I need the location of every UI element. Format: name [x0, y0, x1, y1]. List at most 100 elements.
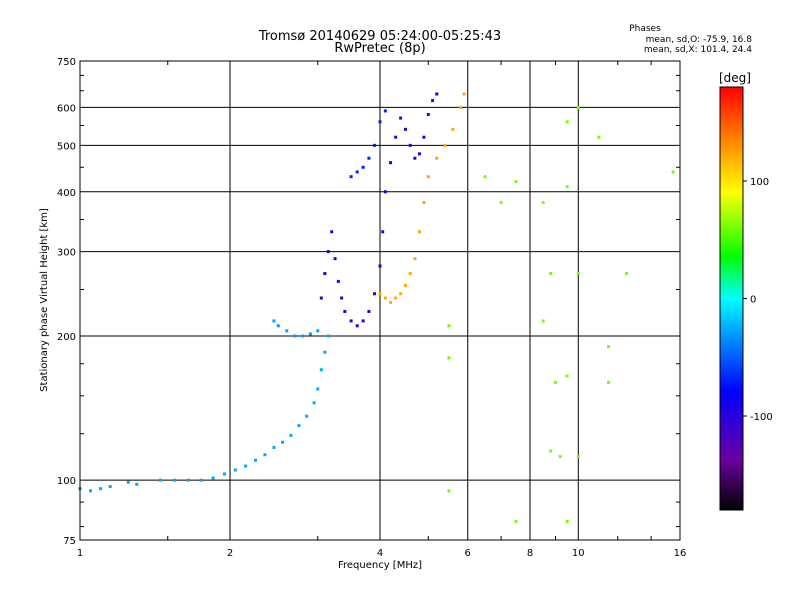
colorbar	[719, 86, 744, 511]
data-point	[671, 170, 675, 174]
data-point	[514, 180, 518, 184]
data-point	[349, 319, 353, 323]
x-tick-label: 4	[377, 548, 383, 559]
data-point	[378, 292, 382, 296]
data-point	[276, 324, 280, 328]
data-point	[289, 433, 293, 437]
data-point	[253, 458, 257, 462]
colorbar-tick-label: 100	[750, 177, 769, 188]
x-tick-label: 16	[674, 548, 687, 559]
y-tick-label: 75	[63, 536, 76, 547]
y-axis-label: Stationary phase Virtual Height [km]	[39, 208, 50, 392]
x-tick-label: 2	[227, 548, 233, 559]
data-point	[319, 368, 323, 372]
x-tick-label: 1	[77, 548, 83, 559]
chart-subtitle: RwPretec (8p)	[334, 41, 425, 56]
data-point	[293, 334, 297, 338]
data-point	[355, 170, 359, 174]
data-point	[565, 374, 569, 378]
data-point	[408, 272, 412, 276]
data-point	[285, 329, 289, 333]
data-point	[330, 230, 334, 234]
data-point	[323, 272, 327, 276]
chart-title: Tromsø 20140629 05:24:00-05:25:43	[258, 29, 501, 44]
data-point	[576, 272, 580, 276]
data-point	[361, 165, 365, 169]
colorbar-ticks: 100 0 -100	[743, 177, 773, 423]
data-point	[558, 455, 562, 459]
data-point	[399, 116, 403, 120]
data-point	[389, 300, 393, 304]
data-point	[272, 445, 276, 449]
data-point	[373, 143, 377, 147]
colorbar-tick-label: -100	[750, 412, 773, 423]
data-point	[223, 472, 227, 476]
data-point	[378, 264, 382, 268]
y-tick-label: 200	[57, 332, 76, 343]
data-point	[565, 120, 569, 124]
data-point	[333, 257, 337, 261]
data-point	[408, 143, 412, 147]
data-point	[383, 190, 387, 194]
y-tick-label: 100	[57, 476, 76, 487]
data-point	[553, 380, 557, 384]
data-point	[413, 156, 417, 160]
data-point	[340, 296, 344, 300]
data-point	[447, 489, 451, 493]
data-point	[326, 334, 330, 338]
data-point	[173, 478, 177, 482]
data-point	[381, 230, 385, 234]
data-point	[343, 309, 347, 313]
data-point	[403, 127, 407, 131]
data-point	[417, 230, 421, 234]
y-tick-label: 300	[57, 248, 76, 259]
data-point	[211, 476, 215, 480]
x-axis-label: Frequency [MHz]	[338, 560, 422, 571]
data-point	[383, 296, 387, 300]
data-point	[367, 156, 371, 160]
data-point	[451, 127, 455, 131]
data-point	[426, 112, 430, 116]
data-point	[349, 175, 353, 179]
x-tick-label: 10	[572, 548, 585, 559]
grid	[80, 61, 680, 540]
data-point	[126, 480, 130, 484]
data-point	[549, 272, 553, 276]
data-point	[312, 401, 316, 405]
data-point	[373, 292, 377, 296]
data-point	[413, 257, 417, 261]
data-point	[576, 455, 580, 459]
data-point	[426, 175, 430, 179]
data-point	[135, 482, 139, 486]
data-point	[316, 329, 320, 333]
data-points	[78, 92, 675, 523]
data-point	[383, 109, 387, 113]
data-point	[89, 489, 93, 493]
data-point	[435, 156, 439, 160]
data-point	[394, 296, 398, 300]
data-point	[565, 519, 569, 523]
data-point	[244, 464, 248, 468]
data-point	[305, 414, 309, 418]
data-point	[316, 387, 320, 391]
colorbar-tick-label: 0	[750, 295, 756, 306]
colorbar-label: [deg]	[719, 71, 751, 85]
data-point	[389, 161, 393, 165]
data-point	[378, 120, 382, 124]
data-point	[549, 449, 553, 453]
y-tick-label: 500	[57, 141, 76, 152]
data-point	[514, 519, 518, 523]
data-point	[447, 324, 451, 328]
data-point	[281, 440, 285, 444]
x-tick-label: 6	[465, 548, 471, 559]
data-point	[233, 468, 237, 472]
data-point	[458, 105, 462, 109]
data-point	[355, 324, 359, 328]
data-point	[422, 135, 426, 139]
stats-line-o: mean, sd,O: -75.9, 16.8	[646, 35, 753, 45]
plot-frame	[79, 60, 681, 541]
data-point	[597, 135, 601, 139]
y-tick-label: 400	[57, 188, 76, 199]
data-point	[541, 200, 545, 204]
data-point	[272, 319, 276, 323]
